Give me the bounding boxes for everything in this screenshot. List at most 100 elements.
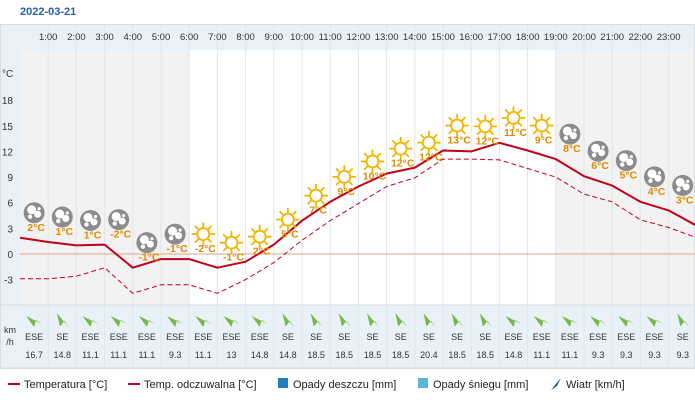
wind-direction: ESE [166,332,184,342]
moon-crater [27,205,37,215]
moon-crater [37,207,41,211]
temperature-lines [19,141,695,294]
sun-ray [476,117,481,122]
wind-arrow-shape [451,313,464,327]
sun-ray [320,186,325,192]
sun-disc [478,119,493,134]
sun-ray [392,139,397,145]
legend-label: Opady śniegu [mm] [433,379,528,391]
temp-label: 2°C [253,246,271,258]
temp-label: 12°C [419,152,443,164]
wind-direction: ESE [504,332,522,342]
moon-crater [90,218,98,226]
background-layer [0,24,695,369]
wind-arrow-shape [282,313,295,327]
moon-crater [601,145,605,149]
wind-direction: SE [395,332,407,342]
legend-item: Temperatura [°C] [8,379,107,391]
hour-label: 22:00 [629,32,653,43]
sun-ray [307,200,312,205]
hour-label: 13:00 [375,32,399,43]
sun-ray [461,116,466,122]
sun-ray [251,241,256,246]
wind-arrow-shape [646,316,663,327]
moon-cloud-icon [23,202,45,224]
sun-ray [420,147,425,152]
wind-arrow-shape [338,313,351,327]
moon-crater [686,179,690,183]
hour-label: 12:00 [347,32,371,43]
moon-cloud-icon [164,223,186,245]
wind-speed: 11.1 [110,350,127,360]
sun-ray [448,116,453,122]
wind-speed: 11.1 [533,350,550,360]
sun-ray [504,109,510,114]
temp-label: 8°C [563,143,581,155]
wind-arrow-shape [395,313,407,327]
sun-icon [332,164,357,189]
wind-arrow-icon [138,316,155,327]
hour-label: 21:00 [600,32,624,43]
wind-speed: 9.3 [169,350,182,360]
wind-direction: SE [479,332,491,342]
wind-arrow-icon [618,316,635,327]
hour-label: 17:00 [488,32,512,43]
legend-label: Temp. odczuwalna [°C] [144,379,257,391]
wind-speed: 14.8 [54,350,72,360]
wind-direction: ESE [645,332,663,342]
temp-label: 2°C [27,222,45,234]
wind-speed: 18.5 [477,350,495,360]
sun-ray [533,116,538,122]
sun-ray [251,228,256,233]
temp-label: 5°C [281,229,299,241]
wind-arrow-icon [110,316,127,327]
sun-icon [219,230,244,255]
wind-arrow-shape [251,316,268,327]
hour-label: 4:00 [124,32,143,43]
sun-ray [264,228,269,233]
y-axis: °C 18 15 12 9 6 3 0 -3 [2,69,695,287]
temp-label: 12°C [476,135,500,147]
sun-icon [416,130,441,155]
wind-arrow-icon [338,313,351,327]
wind-direction: SE [366,332,378,342]
wind-direction: ESE [251,332,269,342]
wind-speed: 18.5 [448,350,466,360]
sun-icon [360,149,385,174]
wind-direction: SE [338,332,350,342]
y-tick-label: 0 [7,250,13,261]
moon-crater [591,152,597,158]
wind-arrow-icon [367,313,379,327]
wind-arrow-shape [138,316,155,327]
sun-disc [280,212,295,227]
moon-crater [573,128,577,132]
moon-crater [56,218,61,224]
sun-ray [222,234,228,239]
y-tick-label: 6 [7,199,13,210]
sun-ray [420,133,425,139]
temp-label: -1°C [223,252,245,264]
wind-speed: 14.8 [505,350,523,360]
wind-arrow-shape [82,316,99,327]
sun-ray [405,153,410,158]
sun-disc [421,135,436,150]
night-band-evening [555,50,695,305]
moon-cloud-icon [615,150,637,172]
wind-speed: 9.3 [592,350,605,360]
sun-ray [307,186,312,192]
wind-arrow-icon [395,313,407,327]
moon-crater [62,215,70,223]
moon-cloud-icon [80,209,101,231]
sun-ray [489,130,494,136]
moon-crater [682,183,690,191]
wind-speed: 18.5 [364,350,382,360]
wind-arrow-shape [195,316,212,327]
wind-direction: SE [282,332,294,342]
sun-ray [335,168,340,173]
moon-crater [563,135,569,141]
sun-icon [247,224,272,249]
moon-cloud-icon [672,174,694,196]
sun-ray [292,210,297,216]
sun-ray [517,122,523,127]
temp-label: -1°C [138,252,160,264]
